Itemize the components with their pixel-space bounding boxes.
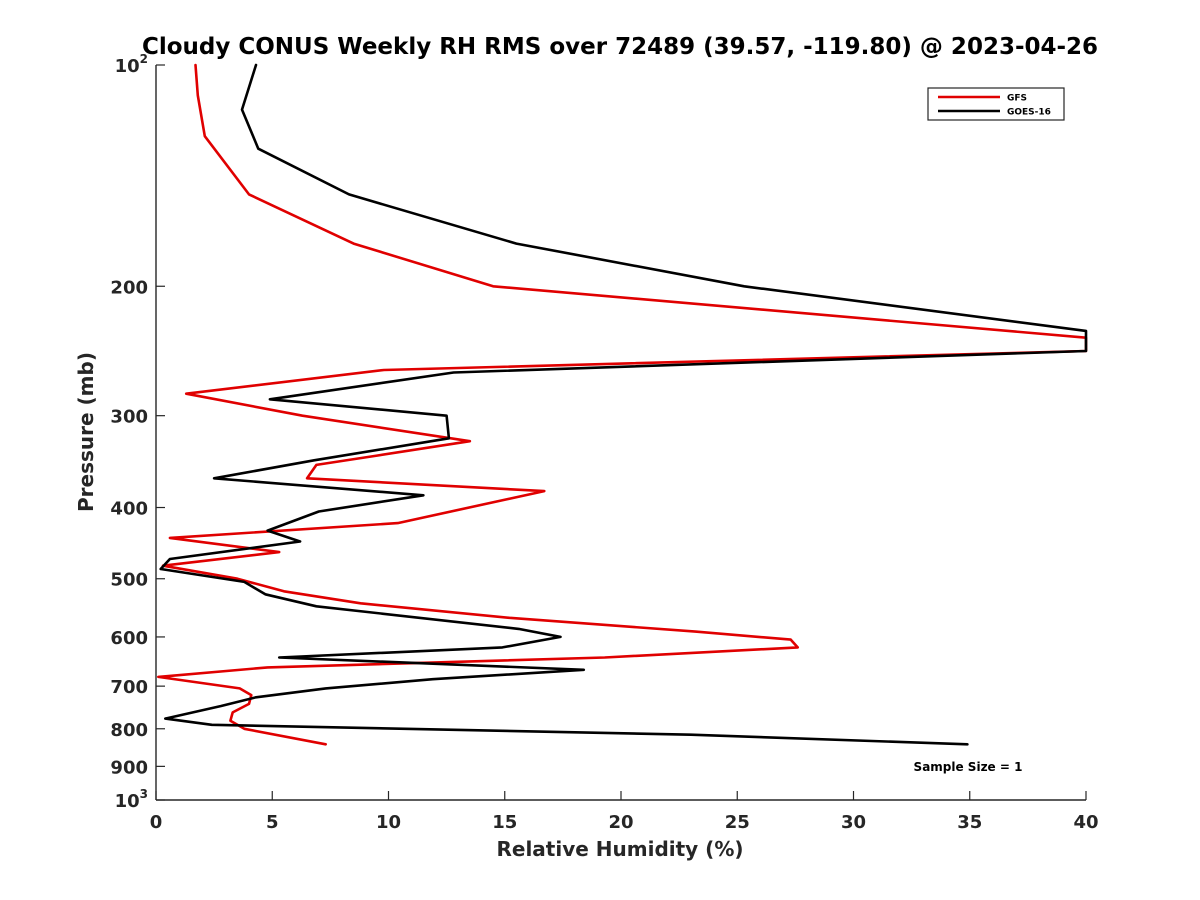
x-tick-label: 40 xyxy=(1073,812,1098,833)
y-tick-label: 800 xyxy=(110,720,148,741)
x-tick-label: 35 xyxy=(957,812,982,833)
y-tick-label: 900 xyxy=(110,757,148,778)
y-tick-label: 400 xyxy=(110,499,148,520)
x-tick-label: 0 xyxy=(150,812,163,833)
y-tick-label: 102 xyxy=(115,52,148,77)
y-tick-label: 700 xyxy=(110,677,148,698)
y-tick-label: 600 xyxy=(110,628,148,649)
chart-title: Cloudy CONUS Weekly RH RMS over 72489 (3… xyxy=(142,34,1098,60)
x-tick-label: 15 xyxy=(492,812,517,833)
sample-size-annotation: Sample Size = 1 xyxy=(914,760,1023,774)
x-tick-label: 5 xyxy=(266,812,279,833)
x-tick-label: 20 xyxy=(608,812,633,833)
legend-entry: GOES-16 xyxy=(1007,108,1051,118)
legend: GFS GOES-16 xyxy=(927,87,1065,121)
series-line-goes-16 xyxy=(159,63,1088,746)
x-tick-label: 30 xyxy=(841,812,866,833)
legend-box xyxy=(927,87,1065,121)
y-tick-label: 200 xyxy=(110,277,148,298)
x-axis-label: Relative Humidity (%) xyxy=(496,837,743,861)
y-axis-label: Pressure (mb) xyxy=(74,352,98,512)
x-tick-label: 10 xyxy=(376,812,401,833)
x-tick-label: 25 xyxy=(725,812,750,833)
y-tick-label: 103 xyxy=(115,787,148,812)
plot-area: 0 5 10 15 20 25 30 35 40 102 200 300 400 500 600 700 800… xyxy=(110,52,1098,833)
legend-entry: GFS xyxy=(1007,94,1027,104)
y-tick-label: 500 xyxy=(110,570,148,591)
y-tick-label: 300 xyxy=(110,407,148,428)
